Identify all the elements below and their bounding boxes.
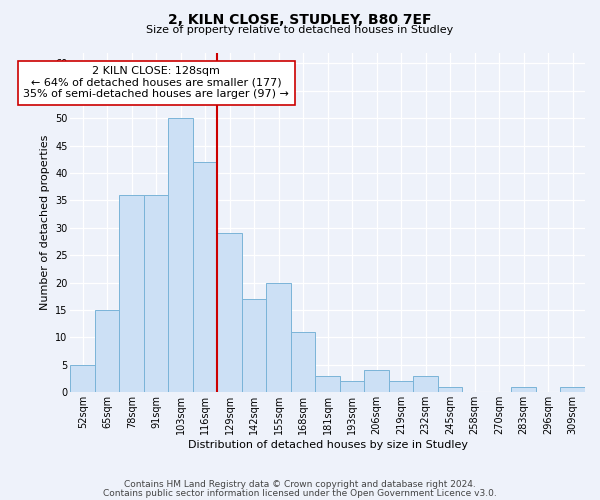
Bar <box>389 382 413 392</box>
X-axis label: Distribution of detached houses by size in Studley: Distribution of detached houses by size … <box>188 440 468 450</box>
Bar <box>119 195 144 392</box>
Bar <box>95 310 119 392</box>
Bar <box>511 387 536 392</box>
Bar <box>340 382 364 392</box>
Bar <box>413 376 438 392</box>
Text: 2 KILN CLOSE: 128sqm
← 64% of detached houses are smaller (177)
35% of semi-deta: 2 KILN CLOSE: 128sqm ← 64% of detached h… <box>23 66 289 100</box>
Bar <box>70 365 95 392</box>
Bar <box>560 387 585 392</box>
Bar <box>217 234 242 392</box>
Bar <box>266 282 291 393</box>
Bar <box>291 332 316 392</box>
Bar <box>316 376 340 392</box>
Bar <box>169 118 193 392</box>
Text: 2, KILN CLOSE, STUDLEY, B80 7EF: 2, KILN CLOSE, STUDLEY, B80 7EF <box>168 12 432 26</box>
Bar <box>144 195 169 392</box>
Bar <box>242 299 266 392</box>
Bar <box>438 387 463 392</box>
Text: Size of property relative to detached houses in Studley: Size of property relative to detached ho… <box>146 25 454 35</box>
Text: Contains HM Land Registry data © Crown copyright and database right 2024.: Contains HM Land Registry data © Crown c… <box>124 480 476 489</box>
Bar <box>364 370 389 392</box>
Bar <box>193 162 217 392</box>
Text: Contains public sector information licensed under the Open Government Licence v3: Contains public sector information licen… <box>103 488 497 498</box>
Y-axis label: Number of detached properties: Number of detached properties <box>40 134 50 310</box>
